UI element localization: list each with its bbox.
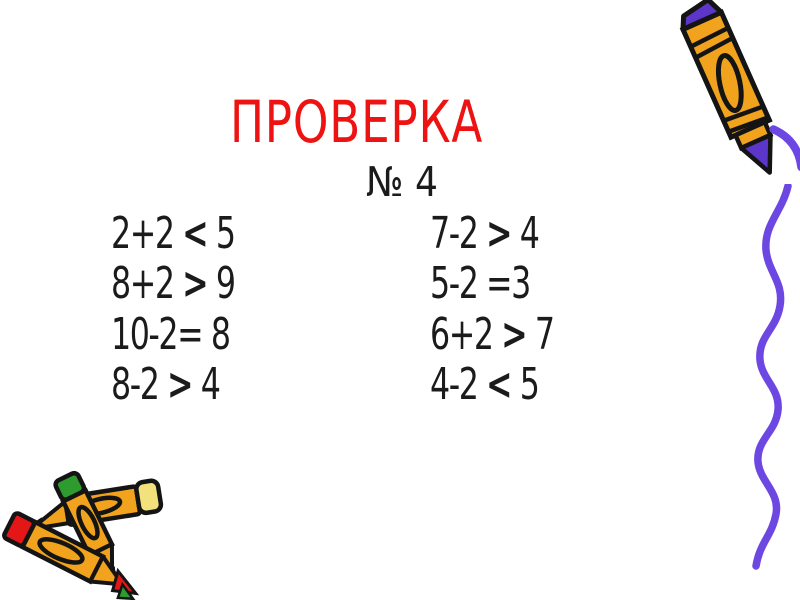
equation-answer: 7 xyxy=(526,308,555,360)
orange-crayon-icon xyxy=(642,0,800,215)
equation-row: 5-2 =3 xyxy=(430,259,554,309)
purple-squiggle-line xyxy=(744,184,800,574)
equation-answer: 4 xyxy=(511,208,540,259)
equations-column-left: 2+2 < 5 8+2 > 9 10-2= 8 8-2 > 4 xyxy=(111,208,236,411)
equation-answer: 4 xyxy=(192,359,221,411)
equation-answer: 8 xyxy=(210,308,231,360)
equation-row: 4-2 < 5 xyxy=(430,359,554,411)
equation-row: 7-2 > 4 xyxy=(430,208,554,259)
equation-problem: 7-2 xyxy=(430,208,487,259)
equation-problem: 5-2 = xyxy=(430,258,513,310)
equation-row: 6+2 > 7 xyxy=(430,308,555,360)
equations-column-right: 7-2 > 4 5-2 =3 6+2 > 7 4-2 < 5 xyxy=(430,208,555,411)
equation-problem: 4-2 xyxy=(430,359,487,411)
equation-problem: 2+2 xyxy=(111,208,183,259)
equation-problem: 6+2 xyxy=(430,308,502,360)
slide-title: ПРОВЕРКА xyxy=(230,88,484,156)
comparison-sign: > xyxy=(501,308,528,360)
equation-answer: 9 xyxy=(207,258,236,310)
exercise-number: № 4 xyxy=(366,158,438,206)
comparison-sign: > xyxy=(182,258,209,310)
equation-problem: 8-2 xyxy=(111,359,168,411)
comparison-sign: > xyxy=(167,359,194,411)
comparison-sign: < xyxy=(486,359,513,411)
equation-problem: 8+2 xyxy=(111,258,183,310)
comparison-sign: < xyxy=(182,208,209,259)
equation-row: 8-2 > 4 xyxy=(111,359,235,411)
equation-row: 2+2 < 5 xyxy=(111,208,236,259)
equation-answer: 3 xyxy=(511,258,531,310)
equation-answer: 5 xyxy=(511,359,540,411)
equation-answer: 5 xyxy=(207,208,236,259)
comparison-sign: > xyxy=(486,208,513,259)
equation-problem: 10-2= xyxy=(111,308,211,360)
crossed-crayons-icon xyxy=(0,458,210,600)
equation-row: 8+2 > 9 xyxy=(111,258,236,310)
equation-row: 10-2= 8 xyxy=(111,308,235,360)
